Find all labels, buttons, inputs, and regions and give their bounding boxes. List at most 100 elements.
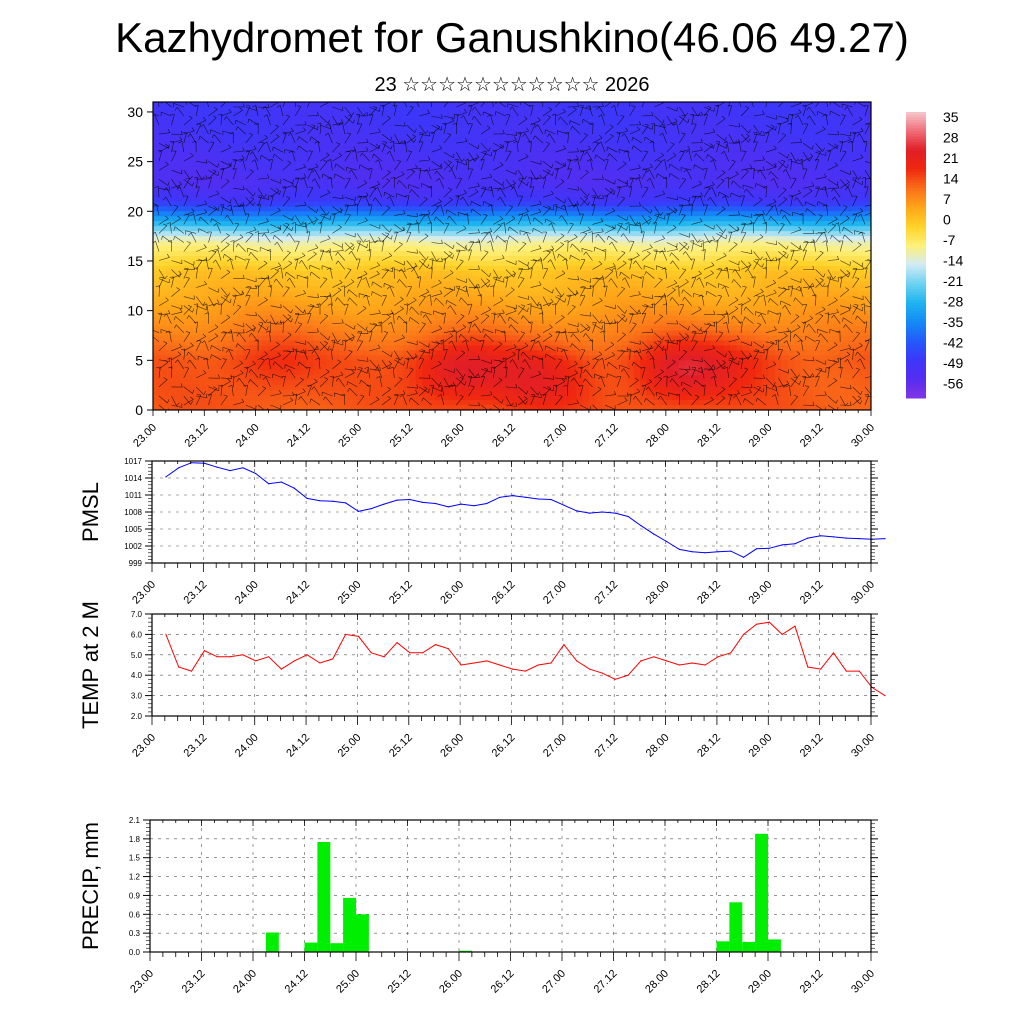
field-cell (467, 131, 475, 138)
field-cell (838, 186, 846, 193)
field-cell (691, 151, 699, 158)
field-cell (819, 315, 827, 322)
field-cell (826, 315, 834, 322)
field-cell (473, 275, 481, 282)
field-cell (524, 320, 532, 327)
field-cell (473, 141, 481, 148)
field-cell (185, 176, 193, 183)
field-cell (723, 161, 731, 168)
field-cell (377, 246, 385, 252)
field-cell (544, 246, 552, 252)
field-cell (492, 111, 500, 118)
field-cell (665, 141, 673, 148)
field-cell (576, 191, 584, 197)
field-cell (492, 131, 500, 138)
field-cell (762, 226, 770, 232)
field-cell (486, 126, 494, 133)
field-cell (858, 131, 866, 138)
field-cell (185, 231, 193, 237)
field-cell (191, 265, 199, 272)
field-cell (819, 211, 827, 217)
field-cell (762, 275, 770, 282)
field-cell (819, 290, 827, 297)
field-cell (396, 102, 404, 108)
field-cell (563, 116, 571, 123)
field-cell (204, 191, 212, 197)
field-cell (582, 315, 590, 322)
field-cell (435, 166, 443, 173)
field-cell (697, 221, 705, 227)
field-cell (486, 295, 494, 302)
field-cell (794, 141, 802, 148)
field-cell (364, 116, 372, 123)
field-cell (274, 246, 282, 252)
field-cell (287, 295, 295, 302)
field-cell (313, 121, 321, 128)
field-cell (281, 131, 289, 138)
field-cell (390, 265, 398, 272)
field-cell (800, 131, 808, 138)
field-cell (794, 146, 802, 153)
field-cell (191, 226, 199, 232)
field-cell (640, 102, 648, 108)
field-cell (704, 216, 712, 222)
field-cell (454, 305, 462, 312)
field-cell (261, 102, 269, 108)
field-cell (717, 206, 725, 212)
field-cell (390, 121, 398, 128)
field-cell (762, 201, 770, 207)
field-cell (172, 206, 180, 212)
field-cell (762, 106, 770, 113)
field-cell (172, 211, 180, 217)
field-cell (236, 256, 244, 262)
field-cell (300, 251, 308, 257)
field-cell (858, 206, 866, 212)
field-cell (800, 305, 808, 312)
field-cell (229, 310, 237, 317)
field-cell (364, 186, 372, 193)
field-cell (685, 300, 693, 307)
field-cell (217, 196, 225, 202)
field-cell (819, 231, 827, 237)
field-cell (550, 176, 558, 183)
field-cell (281, 121, 289, 128)
field-cell (185, 290, 193, 297)
field-cell (441, 305, 449, 312)
field-cell (524, 141, 532, 148)
field-cell (685, 146, 693, 153)
field-cell (806, 146, 814, 153)
field-cell (697, 285, 705, 292)
field-cell (749, 241, 757, 247)
field-cell (403, 191, 411, 197)
field-cell (691, 226, 699, 232)
field-cell (838, 156, 846, 163)
field-cell (800, 236, 808, 242)
field-cell (422, 270, 430, 277)
field-cell (390, 136, 398, 143)
field-cell (255, 146, 263, 153)
field-cell (204, 126, 212, 133)
field-cell (640, 251, 648, 257)
field-cell (191, 146, 199, 153)
field-cell (326, 320, 334, 327)
field-cell (678, 221, 686, 227)
field-cell (544, 206, 552, 212)
field-cell (319, 121, 327, 128)
field-cell (800, 226, 808, 232)
field-cell (768, 131, 776, 138)
field-cell (499, 320, 507, 327)
field-cell (229, 102, 237, 108)
field-cell (800, 201, 808, 207)
field-cell (576, 131, 584, 138)
field-cell (717, 315, 725, 322)
field-cell (441, 111, 449, 118)
field-cell (223, 226, 231, 232)
field-cell (403, 300, 411, 307)
field-cell (165, 310, 173, 317)
field-cell (550, 161, 558, 168)
field-cell (415, 315, 423, 322)
field-cell (794, 241, 802, 247)
field-cell (704, 295, 712, 302)
field-cell (153, 305, 161, 312)
field-cell (287, 106, 295, 113)
